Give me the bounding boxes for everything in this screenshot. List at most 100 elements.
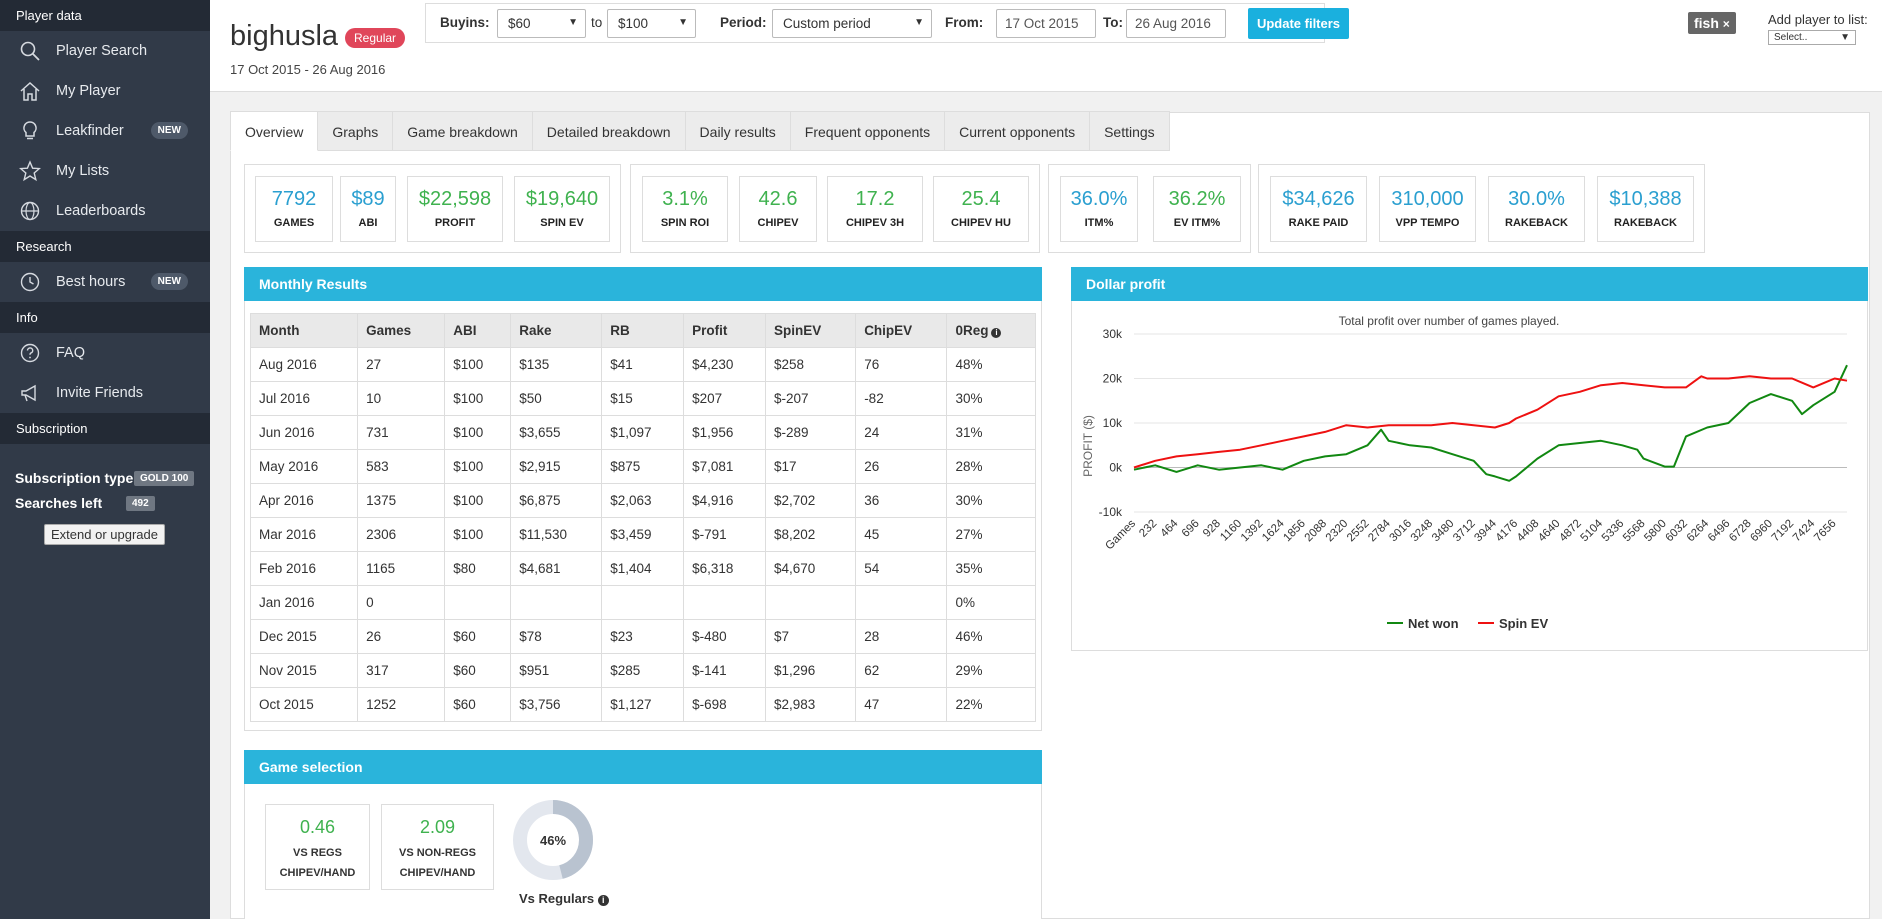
player-name: bighusla [230,20,339,52]
sidebar-item-my-lists[interactable]: My Lists [0,151,210,191]
legend-net-won[interactable]: Net won [1408,616,1459,631]
sidebar: Player data Player Search My Player Leak… [0,0,210,919]
table-cell: $207 [683,381,766,416]
sidebar-item-invite-friends[interactable]: Invite Friends [0,373,210,413]
player-tag[interactable]: fish × [1688,12,1736,34]
sidebar-item-label: My Player [56,83,121,99]
table-cell: 48% [946,347,1036,382]
column-header[interactable]: SpinEV [764,313,857,348]
column-header[interactable]: Rake [510,313,603,348]
extend-upgrade-button[interactable]: Extend or upgrade [44,524,165,545]
table-cell: $-698 [683,687,766,722]
table-cell: $-480 [683,619,766,654]
subscription-type-label: Subscription type [15,470,134,486]
x-tick-label: 5336 [1600,518,1627,545]
table-cell: $2,915 [510,449,603,484]
table-cell: 583 [357,449,446,484]
megaphone-icon [18,381,42,405]
column-header[interactable]: RB [601,313,685,348]
x-tick-label: 4640 [1536,518,1563,545]
stat-rakeback-percent: 30.0% RAKEBACK [1488,176,1585,242]
section-research: Research [0,231,210,262]
stat-ev-itm: 36.2% EV ITM% [1153,176,1241,242]
column-header[interactable]: 0Reg i [946,313,1036,348]
info-icon[interactable]: i [991,328,1002,338]
table-cell: $7,081 [683,449,766,484]
table-cell: $17 [764,449,857,484]
table-cell: May 2016 [249,449,359,484]
player-tag-label: fish [1694,15,1719,31]
table-cell: $-207 [764,381,857,416]
sidebar-item-leakfinder[interactable]: Leakfinder NEW [0,111,210,151]
table-cell: $1,127 [601,687,685,722]
to-date-input[interactable]: 26 Aug 2016 [1126,9,1226,38]
from-date-input[interactable]: 17 Oct 2015 [996,9,1096,38]
stat-label: ITM% [1084,217,1114,229]
tab-frequent-opponents[interactable]: Frequent opponents [790,111,946,151]
sidebar-item-faq[interactable]: FAQ [0,333,210,373]
close-icon[interactable]: × [1722,17,1730,31]
series-net-won [1133,364,1848,482]
column-header[interactable]: Month [249,313,359,348]
tab-detailed-breakdown[interactable]: Detailed breakdown [532,111,686,151]
stat-value: $19,640 [525,188,599,210]
legend-spin-ev[interactable]: Spin EV [1499,616,1548,631]
stat-label: EV ITM% [1173,217,1221,229]
column-header[interactable]: ChipEV [855,313,948,348]
table-cell: $1,956 [683,415,766,450]
table-cell: $285 [601,653,685,688]
chevron-down-icon: ▼ [914,17,924,28]
table-cell: 10 [357,381,446,416]
column-header[interactable]: Games [357,313,446,348]
table-cell: $7 [764,619,857,654]
table-header-row: Month Games ABI Rake RB Profit SpinEV ChipEV 0Re… [249,313,1036,348]
table-cell: $60 [444,687,512,722]
section-subscription: Subscription [0,413,210,444]
stat-label: CHIPEV 3H [845,217,905,229]
sidebar-item-label: FAQ [56,345,86,361]
monthly-results-title: Monthly Results [244,267,1042,301]
stat-label: CHIPEV HU [951,217,1011,229]
globe-icon [18,199,42,223]
table-cell: $258 [764,347,857,382]
update-filters-button[interactable]: Update filters [1248,8,1349,39]
sidebar-item-my-player[interactable]: My Player [0,71,210,111]
tab-overview[interactable]: Overview [230,111,319,151]
table-row: Nov 2015 317 $60 $951 $285 $-141 $1,296 62 29% [249,653,1036,688]
table-cell [510,585,603,620]
tab-settings[interactable]: Settings [1090,111,1170,151]
buyin-from-select[interactable]: $60 ▼ [497,9,586,38]
x-tick-label: 3248 [1409,518,1436,545]
tab-graphs[interactable]: Graphs [318,111,394,151]
column-header[interactable]: Profit [683,313,766,348]
table-cell: 24 [855,415,948,450]
stat-rakeback-amount: $10,388 RAKEBACK [1597,176,1694,242]
stat-profit: $22,598 PROFIT [407,176,503,242]
tab-game-breakdown[interactable]: Game breakdown [393,111,533,151]
tab-bar: Overview Graphs Game breakdown Detailed … [230,111,1170,151]
tab-daily-results[interactable]: Daily results [685,111,791,151]
sidebar-item-leaderboards[interactable]: Leaderboards [0,191,210,231]
column-header[interactable]: ABI [444,313,512,348]
table-row: Apr 2016 1375 $100 $6,875 $2,063 $4,916 $2,702… [249,483,1036,518]
table-row: Mar 2016 2306 $100 $11,530 $3,459 $-791 $8,202… [249,517,1036,552]
stat-value: 310,000 [1391,188,1464,210]
stat-label: RAKEBACK [1614,217,1677,229]
table-row: Feb 2016 1165 $80 $4,681 $1,404 $6,318 $4,670 5… [249,551,1036,586]
x-tick-label: 2784 [1366,517,1393,544]
table-cell: Feb 2016 [249,551,359,586]
stat-value: 0.46 [299,817,336,837]
sidebar-item-player-search[interactable]: Player Search [0,31,210,71]
add-player-list-select[interactable]: Select.. ▼ [1768,30,1856,45]
period-select[interactable]: Custom period ▼ [772,9,932,38]
player-type-badge: Regular [345,28,406,48]
sidebar-item-best-hours[interactable]: Best hours NEW [0,262,210,302]
stat-value: 30.0% [1508,188,1565,210]
table-cell: 76 [855,347,948,382]
tab-current-opponents[interactable]: Current opponents [945,111,1091,151]
stat-rake-paid: $34,626 RAKE PAID [1270,176,1367,242]
stat-label: RAKEBACK [1505,217,1568,229]
stat-value: $89 [351,188,385,210]
buyin-to-select[interactable]: $100 ▼ [607,9,696,38]
info-icon[interactable]: i [597,895,609,906]
